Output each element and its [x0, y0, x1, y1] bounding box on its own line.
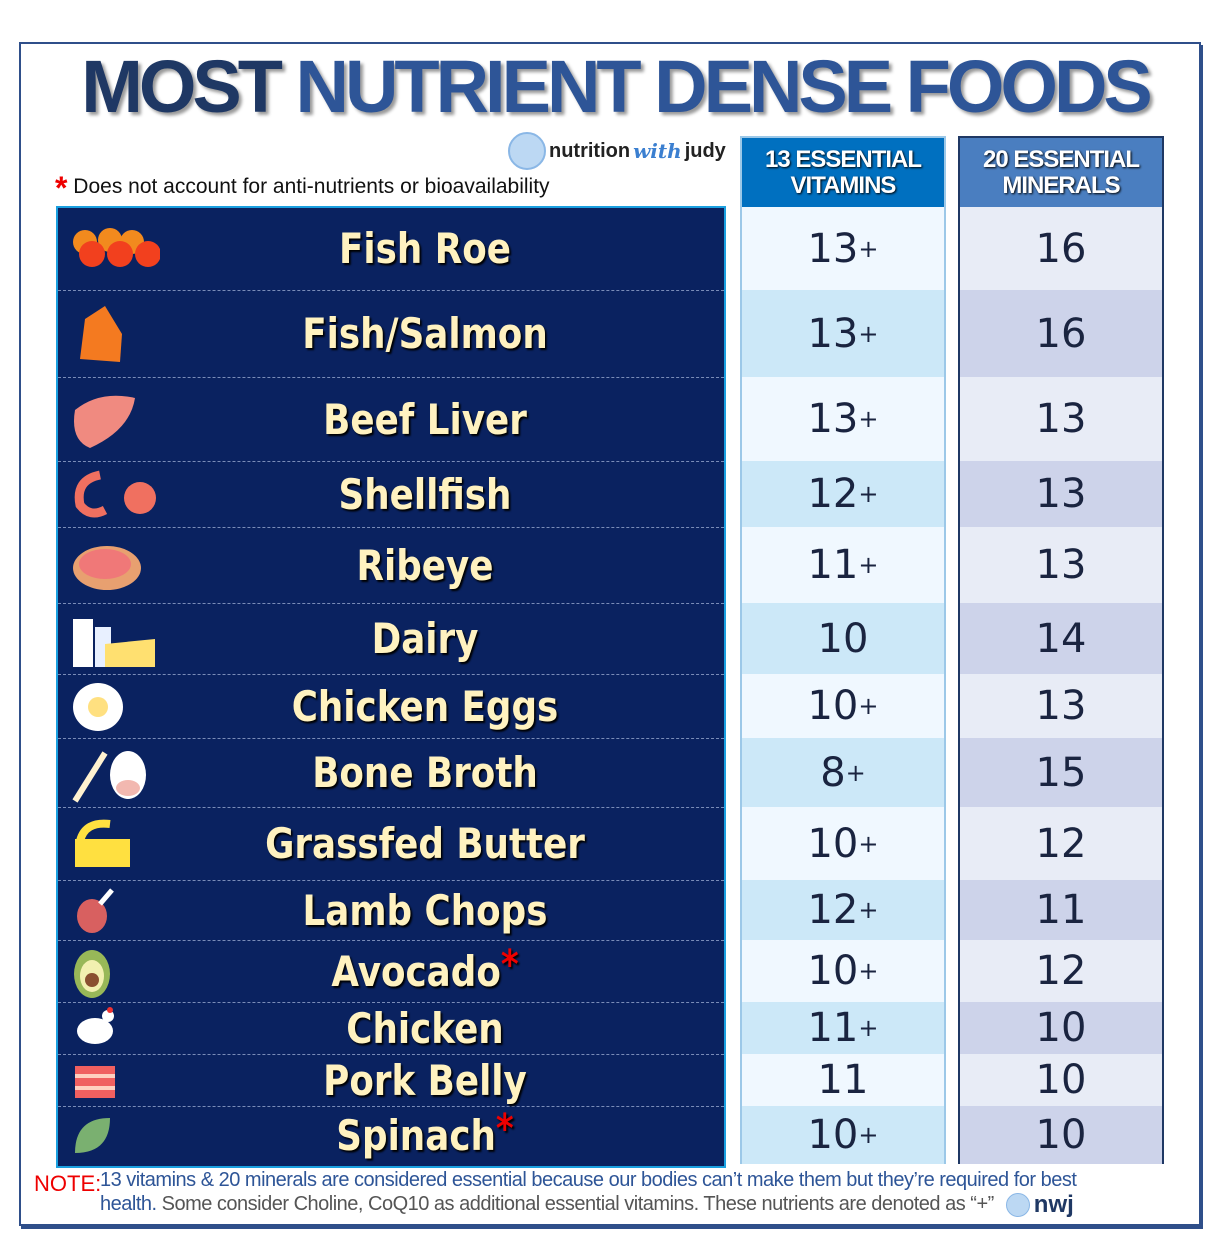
vitamins-count: 12 + — [742, 461, 944, 527]
minerals-count: 16 — [960, 207, 1162, 290]
avocado-icon — [70, 942, 160, 1002]
food-row: Fish/Salmon — [58, 291, 724, 378]
infographic-frame — [19, 42, 1201, 1226]
vitamins-count: 11 + — [742, 527, 944, 603]
food-row: Ribeye — [58, 528, 724, 604]
footnote: NOTE: 13 vitamins & 20 minerals are cons… — [34, 1169, 1077, 1218]
food-row: Chicken — [58, 1003, 724, 1055]
minerals-count: 12 — [960, 807, 1162, 880]
vitamins-column: 13 ESSENTIAL VITAMINS 13 +13 +13 +12 +11 +10 10… — [740, 136, 946, 1164]
food-row: Grassfed Butter — [58, 808, 724, 881]
food-name: Dairy — [371, 614, 479, 663]
food-name: Ribeye — [356, 540, 494, 590]
page-title: MOST NUTRIENT DENSE FOODS — [81, 45, 1153, 128]
minerals-count: 13 — [960, 461, 1162, 527]
brand-logo: nutrition with judy — [508, 132, 726, 170]
food-name: Spinach* — [336, 1105, 514, 1160]
minerals-count: 10 — [960, 1002, 1162, 1054]
vitamins-count: 10 + — [742, 1106, 944, 1164]
vitamins-count: 12 + — [742, 880, 944, 940]
minerals-count: 13 — [960, 527, 1162, 603]
salmon-icon — [70, 304, 160, 364]
minerals-column: 20 ESSENTIAL MINERALS 16 16 13 13 13 14 13 15 12 1… — [958, 136, 1164, 1164]
food-name: Grassfed Butter — [265, 819, 585, 868]
minerals-count: 11 — [960, 880, 1162, 940]
food-name: Bone Broth — [312, 748, 538, 797]
food-row: Avocado* — [58, 941, 724, 1003]
food-name: Chicken Eggs — [291, 681, 559, 731]
food-name: Avocado* — [331, 941, 519, 996]
vitamins-count: 11 + — [742, 1002, 944, 1054]
vitamins-header: 13 ESSENTIAL VITAMINS — [742, 138, 944, 208]
food-row: Chicken Eggs — [58, 675, 724, 739]
milk-cheese-icon — [70, 609, 160, 669]
minerals-count: 10 — [960, 1106, 1162, 1164]
minerals-count: 12 — [960, 940, 1162, 1002]
food-name: Lamb Chops — [302, 885, 548, 935]
food-row: Bone Broth — [58, 739, 724, 808]
butter-icon — [70, 814, 160, 874]
vitamins-count: 10 + — [742, 940, 944, 1002]
food-name: Shellfish — [338, 469, 512, 519]
food-name: Beef Liver — [323, 394, 527, 444]
food-row: Spinach* — [58, 1107, 724, 1164]
food-row: Beef Liver — [58, 378, 724, 462]
vitamins-count: 13 + — [742, 377, 944, 461]
bacon-icon — [70, 1051, 160, 1111]
food-row: Shellfish — [58, 462, 724, 528]
minerals-count: 16 — [960, 290, 1162, 377]
minerals-count: 13 — [960, 377, 1162, 461]
fork-knife-icon — [1005, 1192, 1030, 1217]
food-name: Fish/Salmon — [302, 309, 548, 358]
egg-icon — [70, 677, 160, 737]
minerals-count: 13 — [960, 674, 1162, 738]
minerals-count: 10 — [960, 1054, 1162, 1106]
vitamins-count: 10 + — [742, 674, 944, 738]
food-list-panel: Fish Roe Fish/Salmon Beef Liver Shellfish Ri… — [56, 206, 726, 1168]
food-name: Fish Roe — [339, 224, 511, 273]
food-row: Dairy — [58, 604, 724, 675]
vitamins-count: 13 + — [742, 207, 944, 290]
spinach-leaf-icon — [70, 1106, 160, 1166]
minerals-count: 15 — [960, 738, 1162, 807]
fish-roe-icon — [70, 219, 160, 279]
chicken-icon — [70, 999, 160, 1059]
food-row: Pork Belly — [58, 1055, 724, 1107]
liver-icon — [70, 390, 160, 450]
food-name: Pork Belly — [323, 1055, 527, 1105]
vitamins-count: 11 — [742, 1054, 944, 1106]
shrimp-crab-icon — [70, 465, 160, 525]
food-name: Chicken — [346, 1003, 504, 1053]
vitamins-count: 8 + — [742, 738, 944, 807]
lamb-chop-icon — [70, 881, 160, 941]
vitamins-count: 10 — [742, 603, 944, 674]
brand-mark: nwj — [1005, 1192, 1074, 1217]
vitamins-count: 13 + — [742, 290, 944, 377]
disclaimer: * Does not account for anti-nutrients or… — [55, 170, 550, 206]
minerals-count: 14 — [960, 603, 1162, 674]
minerals-header: 20 ESSENTIAL MINERALS — [960, 138, 1162, 208]
food-row: Lamb Chops — [58, 881, 724, 941]
food-row: Fish Roe — [58, 208, 724, 291]
bone-cow-icon — [70, 743, 160, 803]
steak-icon — [70, 536, 160, 596]
fork-knife-icon — [508, 132, 546, 170]
vitamins-count: 10 + — [742, 807, 944, 880]
